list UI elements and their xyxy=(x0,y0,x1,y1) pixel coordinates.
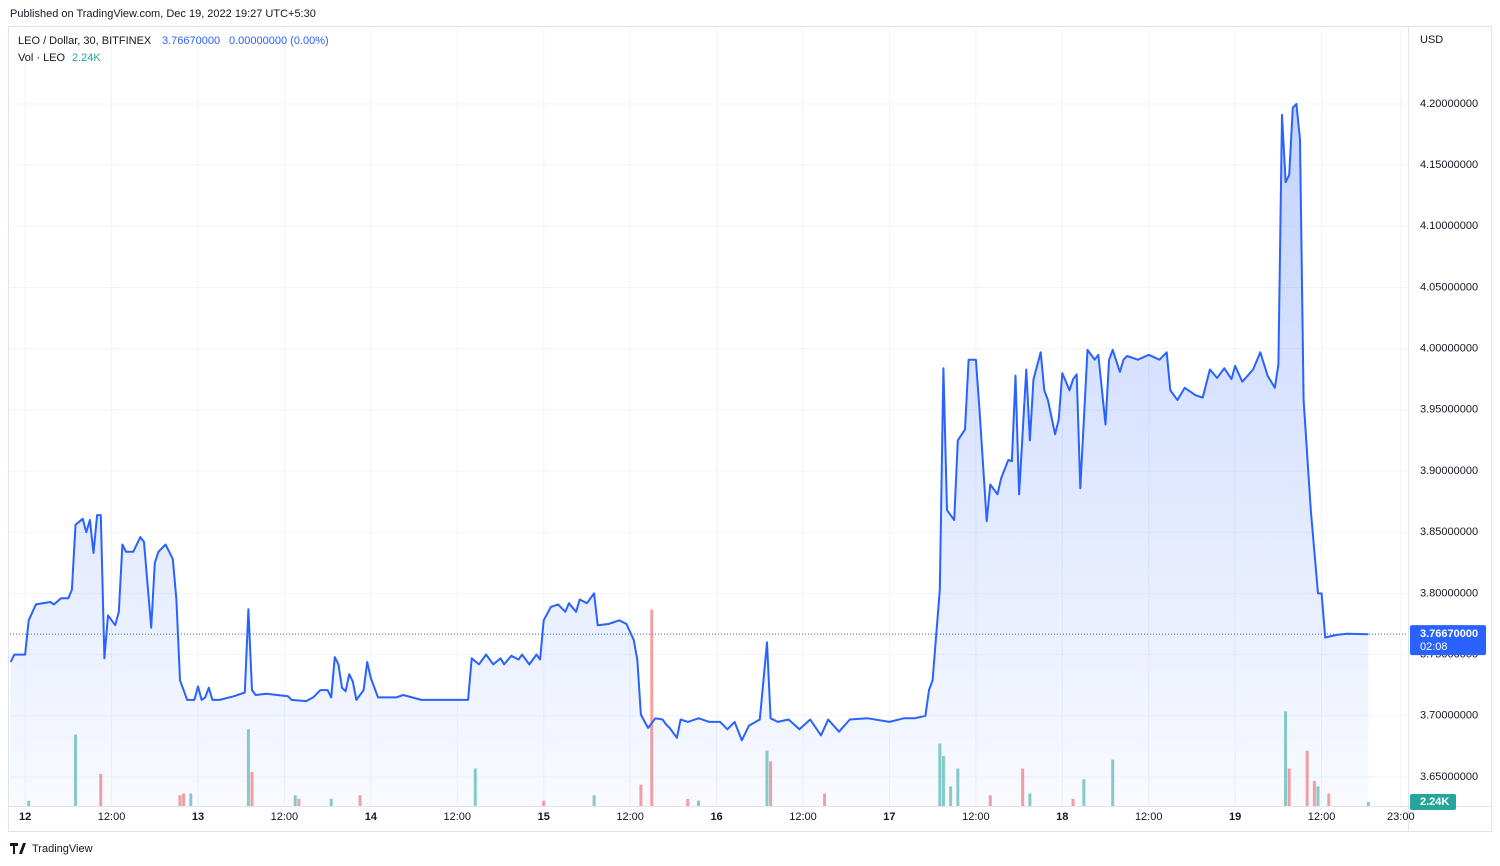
x-tick-label: 12:00 xyxy=(98,811,126,823)
y-tick-label: 3.70000000 xyxy=(1420,710,1478,722)
plot xyxy=(9,102,1408,806)
x-tick-label: 14 xyxy=(365,811,378,823)
y-tick-label: 4.20000000 xyxy=(1420,98,1478,110)
x-tick-label: 12:00 xyxy=(1308,811,1336,823)
x-tick-label: 12:00 xyxy=(1135,811,1163,823)
x-tick-label: 17 xyxy=(883,811,895,823)
x-tick-label: 13 xyxy=(192,811,204,823)
area-fill xyxy=(10,103,1369,806)
x-tick-label: 12:00 xyxy=(616,811,644,823)
x-tick-label: 16 xyxy=(710,811,722,823)
brand: TradingView xyxy=(32,843,93,855)
price-line xyxy=(9,102,1369,742)
published-note: Published on TradingView.com, Dec 19, 20… xyxy=(10,8,316,20)
x-tick-label: 18 xyxy=(1056,811,1068,823)
symbol-title: LEO / Dollar, 30, BITFINEX xyxy=(18,35,152,47)
x-tick-label: 15 xyxy=(538,811,550,823)
x-tick-label: 12 xyxy=(19,811,31,823)
y-tick-label: 3.85000000 xyxy=(1420,526,1478,538)
y-tick-label: 3.90000000 xyxy=(1420,465,1478,477)
last-price-box xyxy=(1410,625,1486,656)
x-tick-label: 19 xyxy=(1229,811,1241,823)
countdown: 02:08 xyxy=(1420,641,1448,653)
volume-header-value: 2.24K xyxy=(72,52,101,64)
x-tick-label: 12:00 xyxy=(789,811,817,823)
last-price-header: 3.76670000 xyxy=(162,35,220,47)
x-tick-label: 23:00 xyxy=(1387,811,1415,823)
y-tick-label: 4.05000000 xyxy=(1420,281,1478,293)
chart-frame xyxy=(8,26,1492,832)
y-tick-label: 3.80000000 xyxy=(1420,587,1478,599)
last-price-label: 3.76670000 xyxy=(1420,628,1478,640)
currency: USD xyxy=(1420,34,1443,46)
y-tick-label: 3.95000000 xyxy=(1420,404,1478,416)
x-tick-label: 12:00 xyxy=(962,811,990,823)
logo xyxy=(10,843,26,854)
volume-bar xyxy=(650,609,654,806)
x-tick-label: 12:00 xyxy=(444,811,472,823)
volume-last-label: 2.24K xyxy=(1420,796,1449,808)
y-tick-label: 4.10000000 xyxy=(1420,220,1478,232)
volume-title: Vol · LEO xyxy=(18,52,66,64)
change: 0.00000000 (0.00%) xyxy=(229,35,329,47)
y-tick-label: 4.15000000 xyxy=(1420,159,1478,171)
y-tick-label: 4.00000000 xyxy=(1420,343,1478,355)
volume-last-box xyxy=(1410,794,1456,810)
x-tick-label: 12:00 xyxy=(271,811,299,823)
y-tick-label: 3.65000000 xyxy=(1420,771,1478,783)
